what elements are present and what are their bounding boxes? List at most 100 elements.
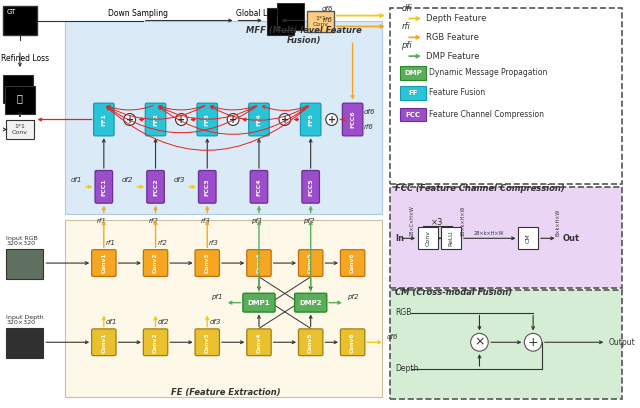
- Text: FCC5: FCC5: [308, 178, 313, 196]
- FancyBboxPatch shape: [197, 103, 218, 136]
- FancyBboxPatch shape: [6, 249, 44, 279]
- Text: dfi: dfi: [401, 4, 412, 13]
- Text: FF2: FF2: [153, 113, 158, 126]
- Text: pf1: pf1: [252, 217, 263, 224]
- Text: pfi: pfi: [401, 41, 412, 50]
- FancyBboxPatch shape: [195, 250, 220, 277]
- Circle shape: [175, 113, 188, 125]
- Text: Conv4: Conv4: [257, 253, 262, 273]
- FancyBboxPatch shape: [6, 120, 33, 139]
- Text: DMP Feature: DMP Feature: [426, 52, 479, 61]
- FancyBboxPatch shape: [92, 329, 116, 356]
- Text: pf2: pf2: [347, 294, 358, 300]
- Text: rf1: rf1: [106, 240, 116, 246]
- FancyArrowPatch shape: [108, 106, 205, 119]
- FancyBboxPatch shape: [143, 250, 168, 277]
- FancyBboxPatch shape: [342, 103, 363, 136]
- FancyArrowPatch shape: [159, 106, 257, 119]
- FancyBboxPatch shape: [401, 66, 426, 80]
- Circle shape: [124, 113, 136, 125]
- Text: rf3: rf3: [209, 240, 219, 246]
- FancyBboxPatch shape: [3, 6, 38, 35]
- Text: Depth: Depth: [396, 364, 419, 373]
- Text: Conv3: Conv3: [205, 253, 210, 273]
- Text: rf6: rf6: [364, 124, 373, 131]
- Text: Global Loss: Global Loss: [236, 9, 280, 18]
- FancyBboxPatch shape: [247, 329, 271, 356]
- FancyBboxPatch shape: [390, 8, 622, 184]
- FancyBboxPatch shape: [340, 329, 365, 356]
- Text: df3: df3: [174, 177, 186, 183]
- Text: df6: df6: [364, 109, 375, 115]
- Text: ×3: ×3: [431, 218, 444, 227]
- Text: Conv5: Conv5: [308, 332, 313, 353]
- FancyBboxPatch shape: [65, 220, 382, 397]
- Text: Conv: Conv: [425, 230, 430, 246]
- Text: +: +: [528, 336, 538, 349]
- Text: ×: ×: [474, 336, 484, 349]
- Text: Conv3: Conv3: [205, 332, 210, 353]
- Text: df1: df1: [70, 177, 82, 183]
- Text: B×k×H×W: B×k×H×W: [556, 209, 561, 236]
- Text: 🐄: 🐄: [17, 93, 23, 103]
- Text: DMP1: DMP1: [248, 299, 270, 306]
- FancyBboxPatch shape: [195, 329, 220, 356]
- Text: Conv5: Conv5: [308, 253, 313, 273]
- FancyBboxPatch shape: [198, 171, 216, 203]
- Text: 🐄: 🐄: [278, 11, 284, 22]
- Text: FCC: FCC: [406, 111, 420, 118]
- Text: Input Depth: Input Depth: [6, 315, 44, 320]
- FancyBboxPatch shape: [307, 11, 334, 32]
- Text: FCC2: FCC2: [153, 178, 158, 196]
- Text: 2B×k×H×W: 2B×k×H×W: [461, 206, 466, 236]
- Text: Conv4: Conv4: [257, 332, 262, 353]
- FancyBboxPatch shape: [294, 293, 327, 312]
- Text: RGB: RGB: [396, 308, 412, 317]
- Text: FF4: FF4: [257, 113, 262, 126]
- Text: df2: df2: [157, 319, 169, 326]
- FancyBboxPatch shape: [418, 227, 438, 249]
- FancyArrowPatch shape: [159, 106, 308, 134]
- Text: RGB Feature: RGB Feature: [426, 33, 479, 42]
- Text: +: +: [229, 115, 237, 124]
- Text: DMP: DMP: [404, 70, 422, 76]
- Text: CM (Cross-modal Fusion): CM (Cross-modal Fusion): [395, 288, 512, 297]
- Text: 1*1
Conv: 1*1 Conv: [12, 124, 28, 135]
- FancyBboxPatch shape: [95, 171, 113, 203]
- Text: FF1: FF1: [101, 113, 106, 126]
- Text: Input RGB: Input RGB: [6, 236, 38, 241]
- FancyBboxPatch shape: [250, 171, 268, 203]
- Text: 2B×k×H×W: 2B×k×H×W: [474, 231, 504, 236]
- FancyBboxPatch shape: [145, 103, 166, 136]
- Text: rf3: rf3: [200, 217, 210, 224]
- Text: pf2: pf2: [303, 217, 314, 224]
- Text: Down Sampling: Down Sampling: [108, 9, 168, 18]
- Text: ReLU: ReLU: [449, 231, 454, 246]
- FancyBboxPatch shape: [518, 227, 538, 249]
- FancyBboxPatch shape: [401, 108, 426, 122]
- Circle shape: [279, 113, 291, 125]
- FancyArrowPatch shape: [262, 106, 308, 111]
- FancyBboxPatch shape: [93, 103, 114, 136]
- FancyArrowPatch shape: [211, 106, 257, 110]
- Text: df6: df6: [387, 334, 398, 340]
- Text: rf6: rf6: [323, 18, 333, 24]
- Text: 1*1
Conv: 1*1 Conv: [312, 16, 328, 27]
- Circle shape: [227, 113, 239, 125]
- Text: FE (Feature Extraction): FE (Feature Extraction): [171, 388, 280, 397]
- FancyBboxPatch shape: [442, 227, 461, 249]
- Text: DMP2: DMP2: [300, 299, 322, 306]
- Text: +: +: [281, 115, 289, 124]
- Text: pf1: pf1: [211, 294, 223, 300]
- FancyBboxPatch shape: [5, 86, 35, 113]
- Circle shape: [524, 333, 542, 351]
- Text: Conv1: Conv1: [101, 253, 106, 273]
- FancyArrowPatch shape: [107, 106, 308, 150]
- Circle shape: [326, 113, 337, 125]
- FancyBboxPatch shape: [65, 20, 382, 213]
- FancyBboxPatch shape: [3, 75, 33, 103]
- Text: MFF (Multi-level Feature
Fusion): MFF (Multi-level Feature Fusion): [246, 26, 362, 45]
- Text: Feature Fusion: Feature Fusion: [429, 88, 485, 97]
- Text: FF: FF: [408, 90, 418, 96]
- FancyBboxPatch shape: [6, 328, 44, 358]
